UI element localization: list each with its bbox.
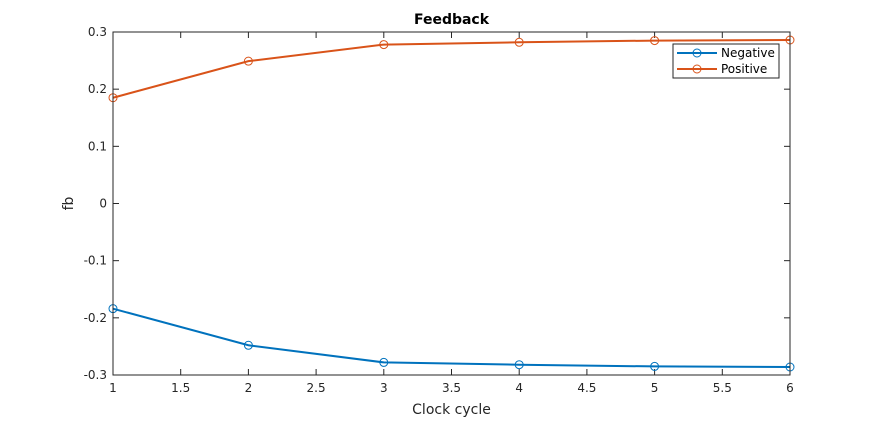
y-tick-label: 0: [99, 197, 107, 211]
y-tick-label: 0.3: [88, 25, 107, 39]
y-tick-label: 0.1: [88, 139, 107, 153]
series-line-negative: [112, 307, 791, 368]
data-point-negative: [650, 361, 660, 371]
data-point-positive: [243, 56, 253, 66]
x-tick-label: 3.5: [442, 381, 461, 395]
x-tick-label: 4: [515, 381, 523, 395]
plot-area: [113, 32, 790, 375]
ticks: 1 1.5 2 2.5 3 3.5 4 4.5 5 5.5 6 -0.3 -0.2 -0.1 0 0.1 0.2…: [84, 25, 794, 395]
series-line-positive: [112, 39, 791, 99]
legend-swatch-marker: [692, 64, 702, 74]
legend-entries: Negative Positive: [677, 46, 775, 76]
x-tick-label: 1: [109, 381, 117, 395]
series-negative: [108, 304, 795, 372]
data-point-negative: [514, 360, 524, 370]
x-tick-label: 1.5: [171, 381, 190, 395]
legend-entry-positive: Positive: [677, 62, 767, 76]
x-tick-label: 5: [651, 381, 659, 395]
x-tick-label: 6: [786, 381, 794, 395]
data-point-positive: [650, 36, 660, 46]
x-tick-label: 3: [380, 381, 388, 395]
legend-swatch-marker: [692, 48, 702, 58]
legend-box: [672, 43, 780, 79]
legend: Negative Positive: [672, 43, 780, 79]
chart-title: Feedback: [414, 12, 490, 28]
y-axis-label: fb: [61, 196, 77, 210]
x-axis-label: Clock cycle: [412, 402, 491, 418]
legend-label: Negative: [721, 46, 775, 60]
y-tick-label: 0.2: [88, 82, 107, 96]
legend-entry-negative: Negative: [677, 46, 775, 60]
data-point-positive: [514, 37, 524, 47]
data-point-positive: [379, 40, 389, 50]
x-tick-label: 5.5: [713, 381, 732, 395]
x-tick-label: 4.5: [577, 381, 596, 395]
y-tick-label: -0.1: [84, 254, 107, 268]
y-tick-label: -0.2: [84, 311, 107, 325]
data-point-negative: [243, 340, 253, 350]
legend-label: Positive: [721, 62, 767, 76]
data-point-negative: [379, 357, 389, 367]
y-tick-label: -0.3: [84, 368, 107, 382]
plot-frame: [112, 31, 791, 376]
x-tick-label: 2.5: [307, 381, 326, 395]
x-tick-label: 2: [245, 381, 253, 395]
